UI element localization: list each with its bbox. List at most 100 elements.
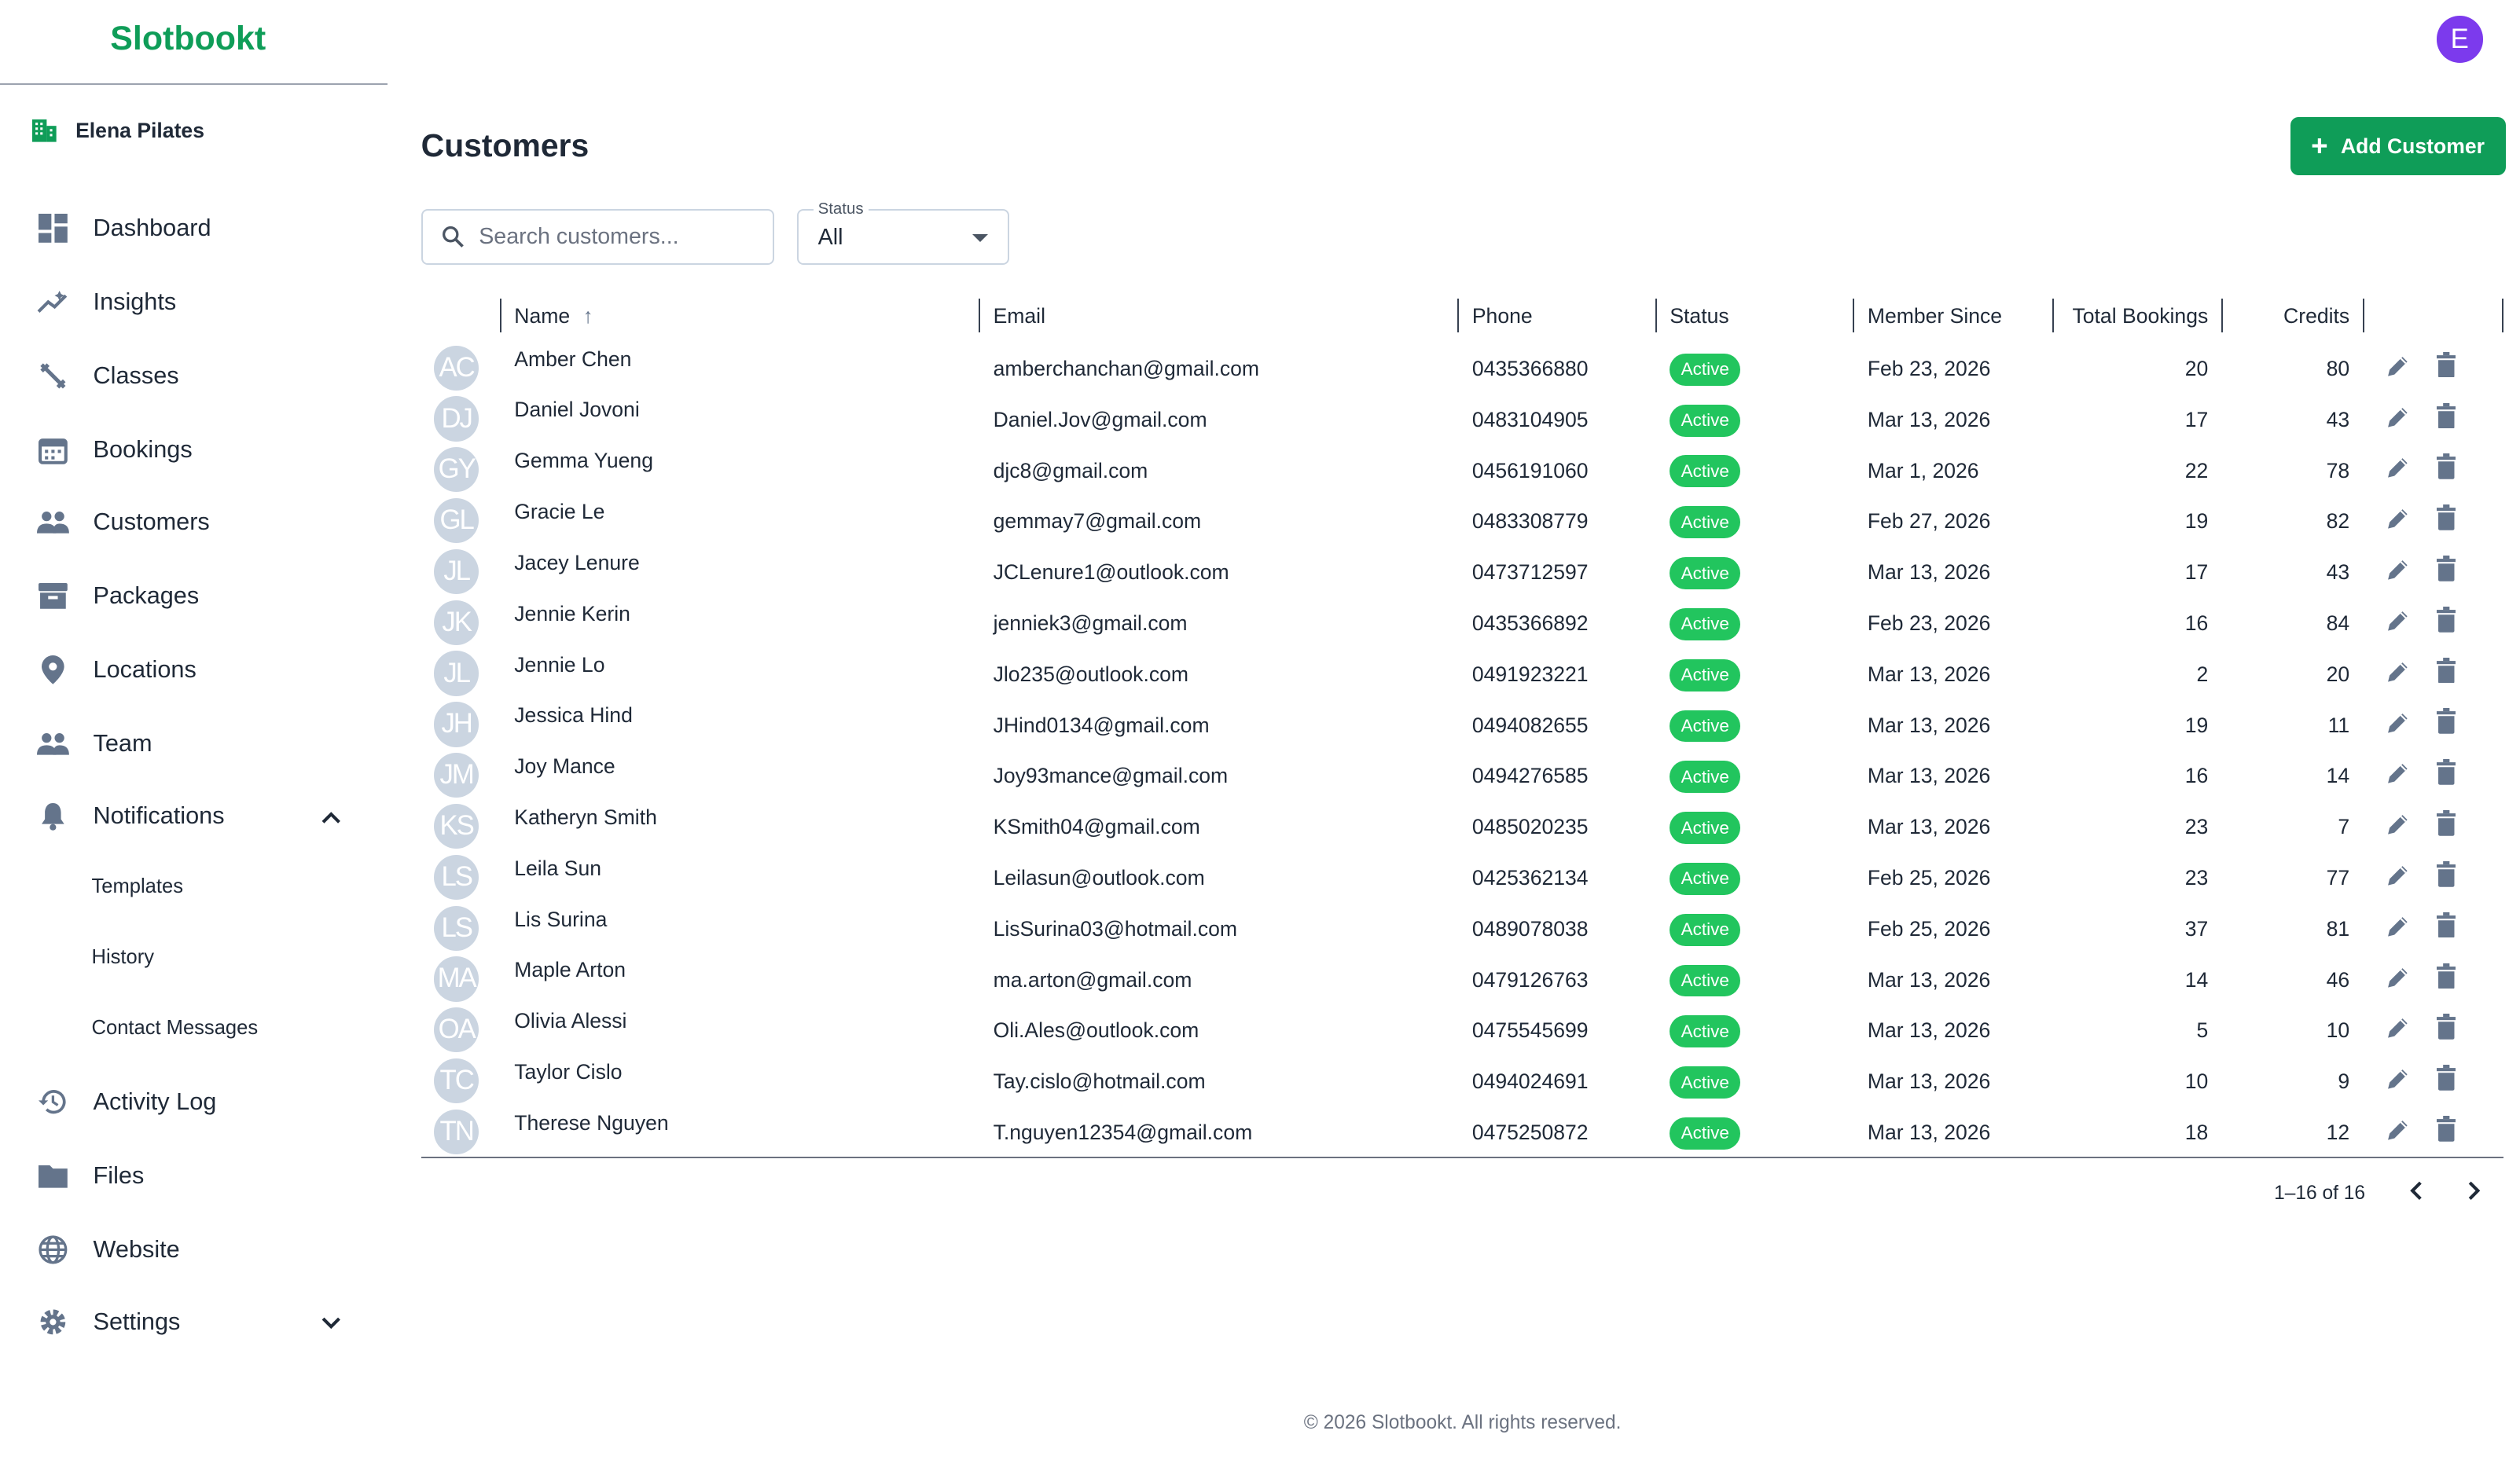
column-separator[interactable] [979, 299, 981, 333]
column-separator[interactable] [2052, 299, 2054, 333]
previous-page-button[interactable] [2408, 1179, 2427, 1208]
column-header-status[interactable]: Status [1670, 302, 1728, 331]
delete-customer-button[interactable] [2436, 402, 2456, 435]
app-logo[interactable]: Slotbookt [110, 19, 266, 57]
column-separator[interactable] [2502, 299, 2504, 333]
edit-customer-button[interactable] [2385, 455, 2411, 487]
user-avatar[interactable]: E [2436, 16, 2483, 63]
customer-name[interactable]: Jessica Hind [514, 703, 633, 728]
delete-customer-button[interactable] [2436, 810, 2456, 842]
delete-customer-button[interactable] [2436, 556, 2456, 588]
sidebar-item-bookings[interactable]: Bookings [35, 426, 340, 474]
sidebar-item-team[interactable]: Team [35, 720, 340, 768]
sidebar-item-customers[interactable]: Customers [35, 498, 340, 546]
customer-name[interactable]: Maple Arton [514, 958, 626, 982]
edit-customer-button[interactable] [2385, 965, 2411, 997]
customer-name[interactable]: Jacey Lenure [514, 550, 640, 574]
sidebar-item-files[interactable]: Files [35, 1152, 340, 1200]
edit-customer-button[interactable] [2385, 1015, 2411, 1047]
edit-customer-button[interactable] [2385, 863, 2411, 895]
delete-customer-button[interactable] [2436, 657, 2456, 690]
column-separator[interactable] [1655, 299, 1657, 333]
column-header-name[interactable]: Name ↑ [514, 302, 593, 331]
delete-customer-button[interactable] [2436, 708, 2456, 740]
sidebar-subitem-contact-messages[interactable]: Contact Messages [91, 1017, 259, 1040]
column-header-phone[interactable]: Phone [1472, 302, 1533, 331]
add-customer-button[interactable]: + Add Customer [2290, 117, 2506, 175]
status-filter-select[interactable]: Status All [797, 199, 1009, 266]
member-since: Mar 13, 2026 [1867, 407, 1991, 431]
delete-customer-button[interactable] [2436, 759, 2456, 791]
sidebar-subitem-history[interactable]: History [91, 946, 155, 969]
column-header-label: Credits [2283, 304, 2350, 328]
customer-name[interactable]: Gracie Le [514, 500, 605, 524]
sidebar-item-dashboard[interactable]: Dashboard [35, 204, 340, 252]
edit-customer-button[interactable] [2385, 1117, 2411, 1150]
search-input[interactable] [479, 224, 752, 251]
column-separator[interactable] [1457, 299, 1460, 333]
delete-customer-button[interactable] [2436, 351, 2456, 384]
column-header-email[interactable]: Email [994, 302, 1045, 331]
customer-name[interactable]: Lis Surina [514, 907, 608, 931]
delete-customer-button[interactable] [2436, 1065, 2456, 1097]
sidebar-item-packages[interactable]: Packages [35, 572, 340, 620]
column-separator[interactable] [2221, 299, 2223, 333]
customer-name[interactable]: Taylor Cislo [514, 1060, 623, 1084]
column-header-total-bookings[interactable]: Total Bookings [2057, 302, 2209, 331]
delete-customer-button[interactable] [2436, 1014, 2456, 1046]
chevron-up-icon[interactable] [321, 802, 341, 830]
customer-name[interactable]: Amber Chen [514, 347, 632, 371]
edit-customer-button[interactable] [2385, 354, 2411, 386]
sidebar-subitem-templates[interactable]: Templates [91, 875, 183, 898]
customer-name[interactable]: Jennie Kerin [514, 601, 630, 625]
sidebar-item-label: Team [93, 730, 152, 758]
edit-customer-button[interactable] [2385, 608, 2411, 640]
customer-name[interactable]: Daniel Jovoni [514, 398, 640, 422]
edit-customer-button[interactable] [2385, 557, 2411, 589]
sidebar-item-classes[interactable]: Classes [35, 352, 340, 400]
delete-customer-button[interactable] [2436, 860, 2456, 893]
sort-ascending-icon[interactable]: ↑ [582, 304, 593, 328]
customer-name[interactable]: Therese Nguyen [514, 1110, 669, 1135]
sidebar-item-settings[interactable]: Settings [35, 1298, 340, 1346]
chevron-down-icon[interactable] [321, 1308, 341, 1336]
search-field[interactable] [421, 208, 775, 266]
total-bookings: 19 [2184, 713, 2209, 737]
edit-customer-button[interactable] [2385, 914, 2411, 946]
edit-customer-button[interactable] [2385, 659, 2411, 691]
edit-customer-button[interactable] [2385, 812, 2411, 844]
customer-name[interactable]: Katheryn Smith [514, 805, 657, 829]
sidebar-item-activity-log[interactable]: Activity Log [35, 1078, 340, 1126]
customer-name[interactable]: Leila Sun [514, 856, 602, 880]
sidebar-item-insights[interactable]: Insights [35, 278, 340, 326]
delete-customer-button[interactable] [2436, 963, 2456, 996]
edit-customer-button[interactable] [2385, 506, 2411, 538]
column-header-member-since[interactable]: Member Since [1868, 302, 2002, 331]
customer-name[interactable]: Jennie Lo [514, 652, 605, 677]
column-separator[interactable] [499, 299, 501, 333]
customer-email: Jlo235@outlook.com [993, 662, 1189, 686]
edit-customer-button[interactable] [2385, 761, 2411, 793]
organization-selector[interactable]: Elena Pilates [31, 119, 204, 143]
column-header-label: Name [514, 304, 571, 328]
customer-name[interactable]: Olivia Alessi [514, 1009, 627, 1033]
delete-customer-button[interactable] [2436, 504, 2456, 537]
column-header-credits[interactable]: Credits [2234, 302, 2349, 331]
sidebar-item-website[interactable]: Website [35, 1226, 340, 1274]
edit-customer-button[interactable] [2385, 1066, 2411, 1099]
delete-customer-button[interactable] [2436, 453, 2456, 486]
customer-name[interactable]: Joy Mance [514, 754, 615, 779]
customer-name[interactable]: Gemma Yueng [514, 449, 653, 473]
delete-customer-button[interactable] [2436, 912, 2456, 945]
column-separator[interactable] [2362, 299, 2364, 333]
next-page-button[interactable] [2463, 1179, 2483, 1208]
edit-customer-button[interactable] [2385, 405, 2411, 437]
column-separator[interactable] [1853, 299, 1855, 333]
sidebar-item-locations[interactable]: Locations [35, 646, 340, 694]
edit-customer-button[interactable] [2385, 710, 2411, 743]
pencil-icon [2388, 1121, 2408, 1140]
sidebar-item-notifications[interactable]: Notifications [35, 792, 340, 840]
delete-customer-button[interactable] [2436, 606, 2456, 639]
pencil-icon [2388, 1069, 2408, 1089]
delete-customer-button[interactable] [2436, 1115, 2456, 1148]
